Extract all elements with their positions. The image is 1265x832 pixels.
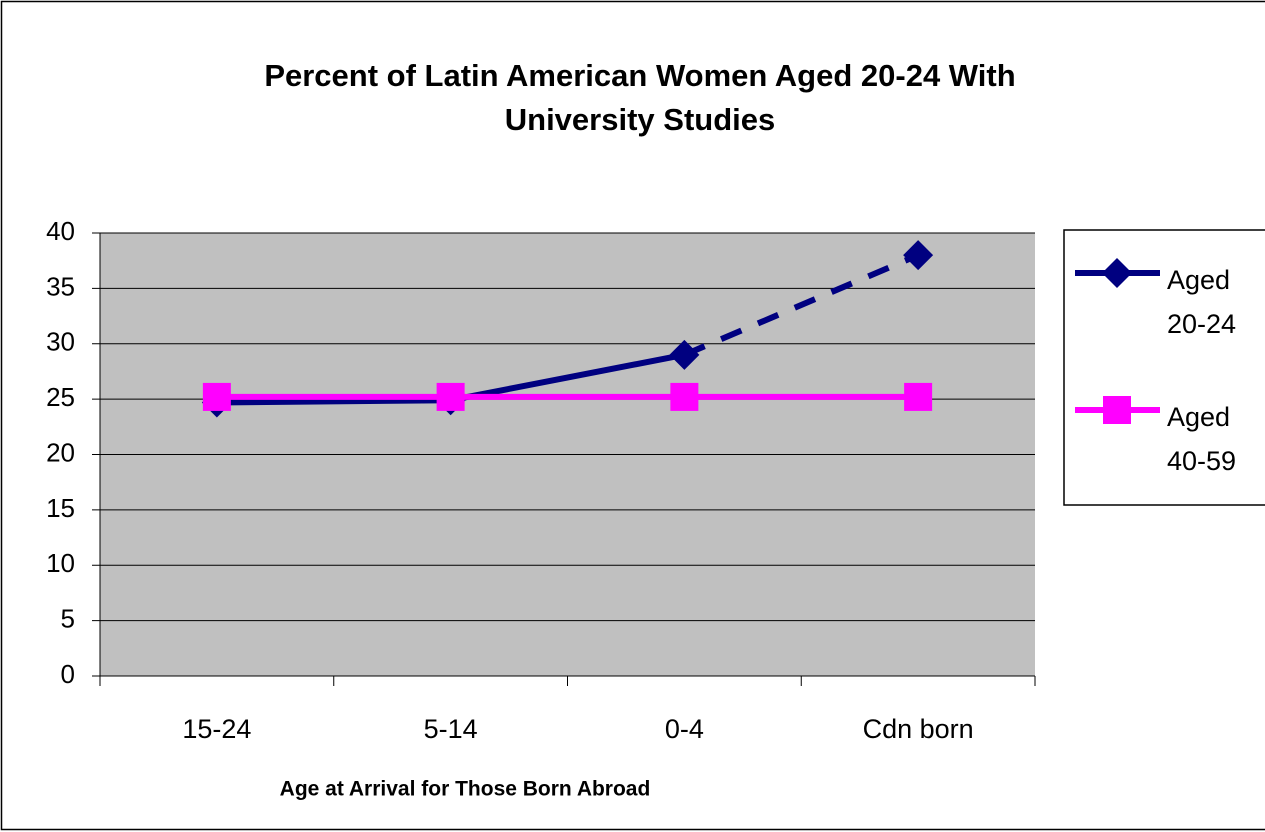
legend-marker bbox=[1102, 258, 1132, 288]
series-line bbox=[683, 252, 920, 358]
series-line bbox=[450, 351, 685, 404]
y-tick-label: 30 bbox=[46, 327, 75, 357]
y-tick-label: 20 bbox=[46, 437, 75, 467]
y-tick-label: 35 bbox=[46, 271, 75, 301]
data-point bbox=[202, 382, 231, 411]
y-tick-label: 15 bbox=[46, 493, 75, 523]
legend-marker bbox=[1103, 396, 1131, 424]
x-tick-label: Cdn born bbox=[863, 714, 974, 744]
y-tick-label: 25 bbox=[46, 382, 75, 412]
data-point bbox=[436, 382, 465, 411]
x-tick-label: 5-14 bbox=[424, 714, 478, 744]
chart-title: Percent of Latin American Women Aged 20-… bbox=[264, 58, 1015, 137]
y-tick-label: 10 bbox=[46, 548, 75, 578]
y-tick-label: 40 bbox=[46, 216, 75, 246]
legend-label: Aged 20-24 bbox=[1167, 265, 1237, 339]
y-tick-label: 0 bbox=[61, 659, 75, 689]
data-point bbox=[903, 240, 934, 271]
data-point bbox=[670, 382, 699, 411]
data-point bbox=[669, 339, 700, 370]
y-tick-label: 5 bbox=[61, 604, 75, 634]
x-tick-label: 15-24 bbox=[182, 714, 251, 744]
data-point bbox=[904, 382, 933, 411]
x-tick-label: 0-4 bbox=[665, 714, 704, 744]
legend-label: Aged 40-59 bbox=[1167, 402, 1237, 476]
x-axis-label: Age at Arrival for Those Born Abroad bbox=[280, 778, 651, 801]
series-line bbox=[216, 397, 451, 406]
